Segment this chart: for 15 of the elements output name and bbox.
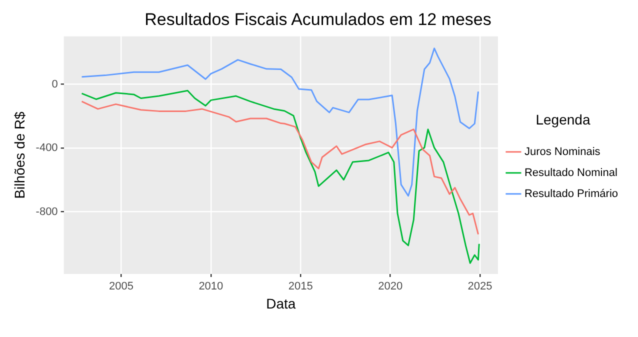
x-tick-label: 2005 — [108, 280, 134, 293]
y-tick-label: -400 — [36, 142, 58, 154]
x-axis-title: Data — [266, 295, 296, 312]
legend-label: Resultado Primário — [524, 188, 618, 200]
x-tick-label: 2015 — [288, 280, 313, 293]
y-axis-title: Bilhões de R$ — [11, 111, 28, 199]
y-tick-label: -800 — [36, 206, 58, 218]
legend-title: Legenda — [536, 111, 590, 128]
legend-label: Juros Nominais — [524, 146, 601, 158]
chart-title: Resultados Fiscais Acumulados em 12 meses — [144, 10, 492, 29]
y-tick-label: 0 — [52, 78, 58, 90]
legend-label: Resultado Nominal — [524, 166, 618, 179]
x-tick-label: 2010 — [198, 280, 224, 293]
x-tick-label: 2025 — [468, 280, 492, 293]
x-tick-label: 2020 — [378, 280, 403, 293]
